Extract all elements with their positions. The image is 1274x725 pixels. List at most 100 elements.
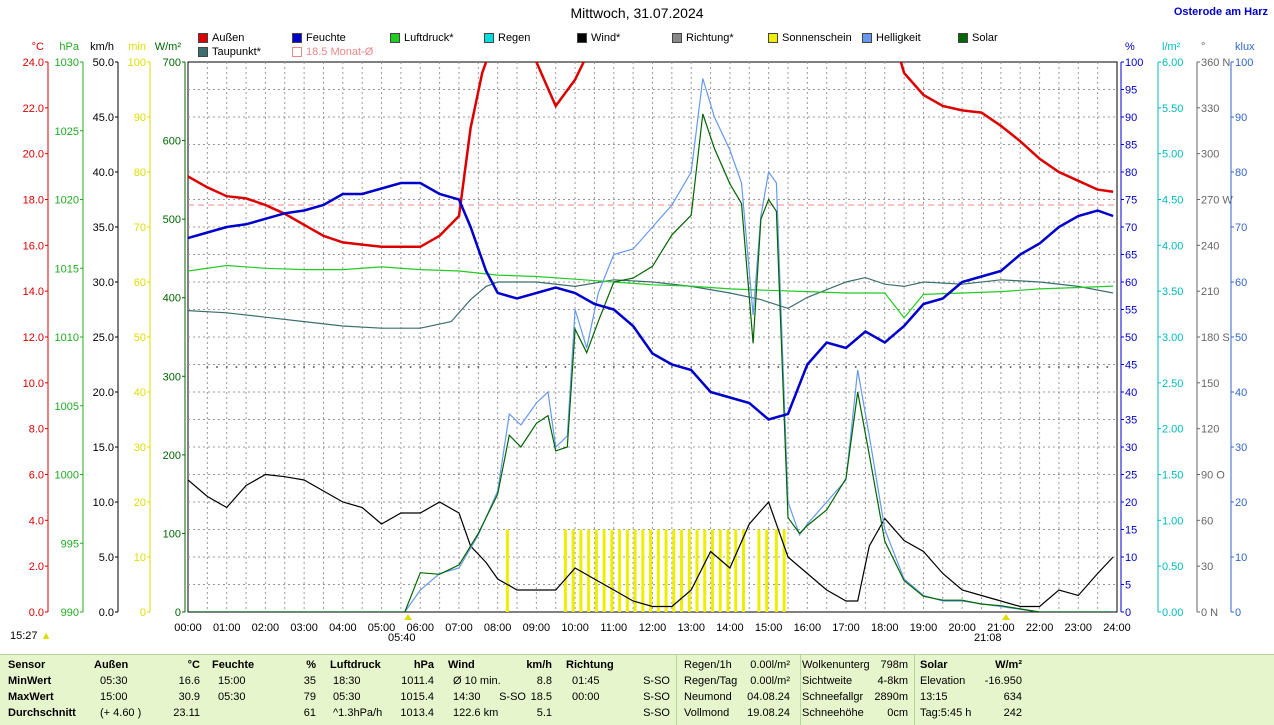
direction-dot xyxy=(380,366,383,368)
series-außen xyxy=(188,62,1114,249)
x-tick-label: 08:00 xyxy=(484,622,512,634)
direction-dot xyxy=(448,366,451,368)
summary-label: Wolkenunterg xyxy=(802,659,870,671)
summary-label: Regen/1h xyxy=(684,659,732,671)
x-tick-label: 02:00 xyxy=(252,622,280,634)
direction-dot xyxy=(970,366,973,368)
right-axis-unit: klux xyxy=(1235,41,1255,53)
location-link[interactable]: Osterode am Harz xyxy=(1173,6,1268,18)
legend-item: Feuchte xyxy=(292,32,346,44)
left-axis-tick: 1030 xyxy=(55,57,79,69)
direction-dot xyxy=(825,366,828,368)
left-axis-tick: 1010 xyxy=(55,332,79,344)
direction-dot xyxy=(903,366,906,368)
direction-dot xyxy=(816,366,819,368)
series-solar xyxy=(188,113,1114,612)
summary-time: Ø 10 min. xyxy=(453,675,501,687)
left-axis-unit: °C xyxy=(32,41,44,53)
right-axis-tick: 50 xyxy=(1125,332,1137,344)
right-axis-tick: 100 xyxy=(1235,57,1253,69)
left-axis-tick: 15.0 xyxy=(93,442,114,454)
left-axis-tick: 1025 xyxy=(55,126,79,138)
right-axis-tick: 90 xyxy=(1235,112,1247,124)
direction-dot xyxy=(845,366,848,368)
summary-header: Solar xyxy=(920,659,948,671)
left-axis-tick: 5.0 xyxy=(99,552,114,564)
direction-dot xyxy=(661,366,664,368)
left-axis-tick: 40 xyxy=(134,387,146,399)
legend-item: 18.5 Monat-Ø xyxy=(292,46,373,58)
direction-dot xyxy=(951,366,954,368)
sunshine-bar xyxy=(610,529,614,612)
left-axis-tick: 30 xyxy=(134,442,146,454)
direction-dot xyxy=(1009,366,1012,368)
direction-dot xyxy=(603,366,606,368)
direction-dot xyxy=(419,366,422,368)
right-axis-tick: 5 xyxy=(1125,580,1131,592)
left-axis-tick: 22.0 xyxy=(23,103,44,115)
legend-item: Wind* xyxy=(577,32,620,44)
summary-value: 19.08.24 xyxy=(747,707,790,719)
x-tick-label: 17:00 xyxy=(832,622,860,634)
legend-item: Sonnenschein xyxy=(768,32,852,44)
summary-value: 16.6 xyxy=(178,675,200,687)
legend-item: Luftdruck* xyxy=(390,32,454,44)
right-axis-tick: 50 xyxy=(1235,332,1247,344)
sunrise-label: 05:40 xyxy=(388,632,416,644)
left-axis-tick: 70 xyxy=(134,222,146,234)
direction-dot xyxy=(912,366,915,368)
sunshine-bar xyxy=(782,529,786,612)
legend-label: Feuchte xyxy=(306,32,346,44)
right-axis-unit: % xyxy=(1125,41,1135,53)
direction-dot xyxy=(293,366,296,368)
direction-dot xyxy=(390,366,393,368)
right-axis-tick: 95 xyxy=(1125,85,1137,97)
direction-dot xyxy=(332,366,335,368)
sunshine-bar xyxy=(563,529,567,612)
summary-label: Vollmond xyxy=(684,707,730,719)
x-tick-label: 24:00 xyxy=(1103,622,1131,634)
right-axis-tick: 40 xyxy=(1125,387,1137,399)
direction-dot xyxy=(574,366,577,368)
summary-time: 122.6 km xyxy=(453,707,499,719)
x-tick-label: 04:00 xyxy=(329,622,357,634)
sunshine-bar xyxy=(656,529,660,612)
legend-swatch xyxy=(672,33,682,43)
right-axis-tick: 0 xyxy=(1125,607,1131,619)
series-luftdruck xyxy=(188,264,1114,319)
direction-dot xyxy=(728,366,731,368)
legend-label: Luftdruck* xyxy=(404,32,454,44)
sunshine-bar xyxy=(618,529,622,612)
direction-dot xyxy=(283,366,286,368)
left-axis-tick: 0 xyxy=(140,607,146,619)
direction-dot xyxy=(564,366,567,368)
sunshine-bar xyxy=(726,529,730,612)
summary-value: 1013.4 xyxy=(400,707,434,719)
direction-dot xyxy=(719,366,722,368)
right-axis-tick: 45 xyxy=(1125,360,1137,372)
x-tick-label: 21:00 xyxy=(987,622,1015,634)
direction-dot xyxy=(1106,366,1109,368)
series-taupunkt xyxy=(188,276,1114,329)
summary-value: 30.9 xyxy=(178,691,200,703)
left-axis-tick: 600 xyxy=(163,136,181,148)
summary-value: 634 xyxy=(1003,691,1022,703)
left-axis-tick: 10.0 xyxy=(93,497,114,509)
legend-item: Helligkeit xyxy=(862,32,921,44)
left-axis-tick: 20 xyxy=(134,497,146,509)
direction-dot xyxy=(245,366,248,368)
left-axis-tick: 1000 xyxy=(55,470,79,482)
summary-value: S-SO xyxy=(643,707,670,719)
summary-unit: °C xyxy=(187,659,200,671)
left-axis-tick: 200 xyxy=(163,450,181,462)
left-axis-tick: 300 xyxy=(163,371,181,383)
summary-label: Schneefallgr xyxy=(802,691,864,703)
left-axis-tick: 12.0 xyxy=(23,332,44,344)
summary-divider xyxy=(914,655,915,725)
left-axis-tick: 6.0 xyxy=(29,470,44,482)
left-axis-tick: 100 xyxy=(128,57,146,69)
summary-value: 0cm xyxy=(887,707,908,719)
summary-value: S-SO xyxy=(643,691,670,703)
summary-time: 05:30 xyxy=(333,691,361,703)
sunshine-bar xyxy=(505,529,509,612)
